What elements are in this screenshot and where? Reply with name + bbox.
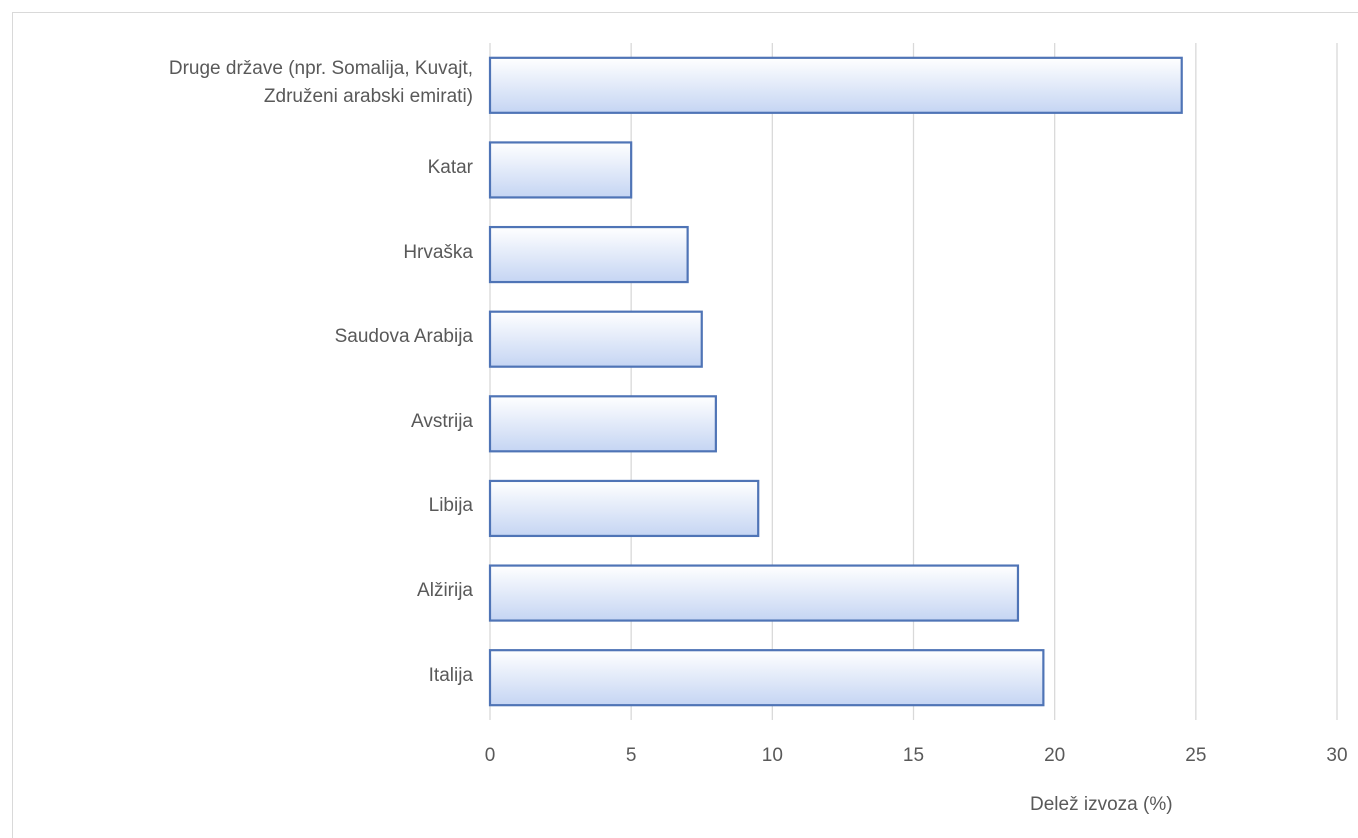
category-label-line: Druge države (npr. Somalija, Kuvajt,	[168, 58, 473, 80]
x-tick-label-25: 25	[1185, 745, 1207, 766]
category-label-0: Druge države (npr. Somalija, Kuvajt, Zdru…	[33, 55, 473, 111]
category-label-4: Avstrija	[33, 408, 473, 436]
bar-5	[488, 479, 760, 538]
x-tick-label-10: 10	[761, 745, 783, 766]
category-label-3: Saudova Arabija	[33, 323, 473, 351]
category-label-line: Hrvaška	[403, 241, 473, 263]
category-label-6: Alžirija	[33, 577, 473, 605]
category-label-line: Alžirija	[417, 580, 473, 602]
category-label-line: Libija	[428, 495, 473, 517]
bar-6	[488, 564, 1020, 622]
x-tick-label-30: 30	[1326, 745, 1348, 766]
bar-7	[488, 649, 1045, 707]
category-label-2: Hrvaška	[33, 239, 473, 267]
bar-0	[488, 56, 1183, 114]
x-axis-title: Delež izvoza (%)	[1030, 794, 1173, 815]
category-label-line: Združeni arabski emirati)	[263, 86, 473, 108]
category-label-5: Libija	[33, 492, 473, 520]
x-tick-label-20: 20	[1044, 745, 1066, 766]
x-tick-label-5: 5	[625, 745, 637, 766]
bar-3	[488, 310, 703, 368]
category-label-line: Italija	[428, 664, 473, 686]
bar-2	[488, 225, 689, 284]
category-label-line: Katar	[427, 156, 473, 178]
category-label-7: Italija	[33, 662, 473, 690]
bar-4	[488, 395, 717, 453]
category-label-line: Avstrija	[411, 410, 473, 432]
x-tick-label-15: 15	[902, 745, 925, 766]
x-tick-label-0: 0	[484, 745, 496, 766]
category-label-line: Saudova Arabija	[334, 326, 473, 348]
bar-1	[488, 141, 633, 199]
category-label-1: Katar	[33, 154, 473, 182]
